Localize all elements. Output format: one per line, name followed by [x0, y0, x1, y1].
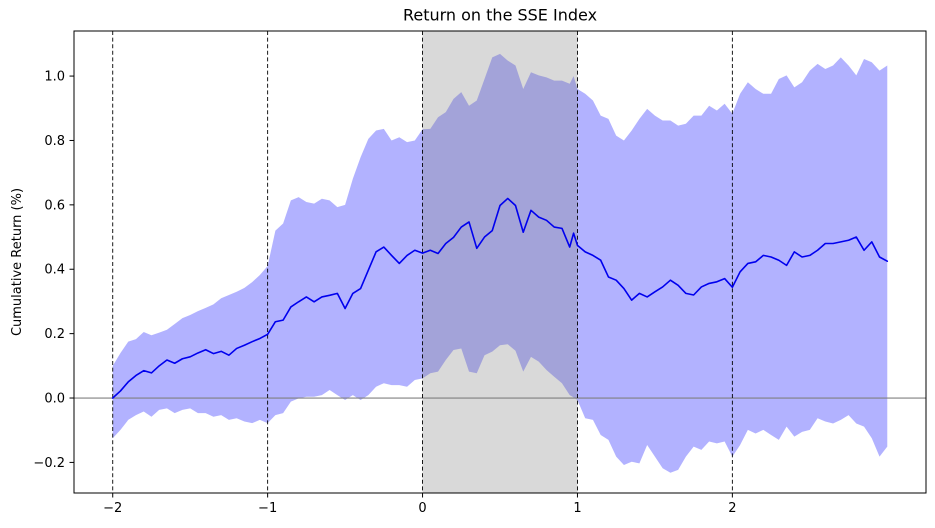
y-tick-label: 0.6 — [44, 198, 65, 213]
y-tick-label: 0.0 — [44, 392, 65, 407]
event-window-span — [422, 31, 578, 493]
axes-frame — [73, 30, 927, 494]
chart-title: Return on the SSE Index — [403, 6, 597, 25]
y-tick-label: 0.8 — [44, 134, 65, 149]
x-tick-label: −2 — [103, 501, 122, 516]
y-axis-label: Cumulative Return (%) — [10, 188, 25, 336]
y-tick-label: 0.2 — [44, 327, 65, 342]
x-tick-label: −1 — [258, 501, 277, 516]
y-tick-label: 0.4 — [44, 263, 65, 278]
mean-return-line — [111, 197, 889, 399]
plot-content: −2 −1 0 1 2 −0.2 0.0 0.2 0.4 0.6 0.8 1.0 — [33, 31, 926, 516]
x-tick-label: 0 — [418, 501, 426, 516]
confidence-band — [112, 53, 888, 473]
x-tick-label: 2 — [728, 501, 736, 516]
x-tick-label: 1 — [573, 501, 581, 516]
y-tick-label: −0.2 — [33, 456, 65, 471]
y-tick-label: 1.0 — [44, 70, 65, 85]
